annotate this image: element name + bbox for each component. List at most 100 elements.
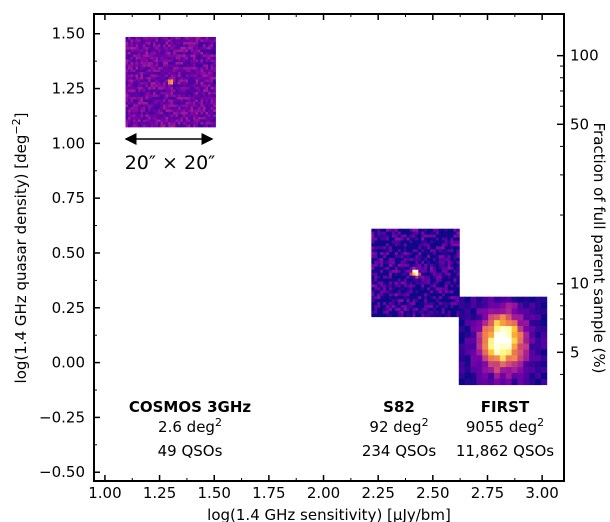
cutout-pixel [476, 372, 483, 380]
y-tick-label: −0.50 [39, 463, 85, 481]
cutout-pixel [213, 124, 216, 128]
cutout-pixel [421, 260, 425, 265]
cutout-pixel [138, 46, 141, 50]
cutout-pixel [397, 278, 402, 282]
cutout-pixel [200, 66, 204, 70]
cutout-pixel [165, 71, 169, 75]
cutout-pixel [447, 228, 451, 233]
cutout-pixel [168, 64, 171, 68]
cutout-pixel [403, 243, 407, 247]
cutout-pixel [180, 61, 184, 65]
cutout-pixel [418, 266, 422, 271]
cutout-pixel [435, 284, 440, 288]
y-tick-label: 1.50 [52, 25, 85, 43]
cutout-pixel [205, 124, 209, 128]
cutout-pixel [158, 74, 161, 78]
cutout-pixel [464, 331, 471, 339]
cutout-pixel [409, 258, 413, 262]
cutout-pixel [377, 307, 381, 312]
cutout-pixel [148, 79, 151, 83]
cutout-pixel [163, 101, 166, 105]
cutout-pixel [158, 96, 161, 100]
cutout-pixel [444, 293, 449, 297]
cutout-pixel [200, 41, 204, 45]
cutout-pixel [540, 349, 548, 356]
cutout-pixel [148, 56, 151, 60]
cutout-pixel [409, 240, 413, 244]
cutout-pixel [158, 124, 161, 128]
cutout-pixel [135, 86, 139, 90]
cutout-pixel [432, 307, 437, 312]
cutout-pixel [160, 79, 164, 83]
cutout-pixel [153, 81, 156, 85]
cutout-pixel [397, 240, 402, 244]
cutout-pixel [406, 249, 410, 253]
cutout-pixel [135, 99, 139, 103]
cutout-pixel [128, 69, 131, 73]
cutout-pixel [394, 304, 399, 309]
cutout-pixel [203, 109, 206, 113]
y-tick-label: 1.25 [52, 80, 85, 98]
cutout-pixel [125, 124, 129, 128]
cutout-pixel [430, 302, 434, 306]
cutout-pixel [168, 49, 171, 53]
cutout-pixel [499, 367, 507, 374]
y2-tick-label: 10 [570, 275, 589, 293]
cutout-pixel [432, 296, 437, 300]
cutout-pixel [397, 269, 402, 274]
cutout-pixel [145, 104, 149, 108]
cutout-pixel [170, 114, 174, 118]
y-tick-label: 0.75 [52, 189, 85, 207]
cutout-pixel [185, 101, 189, 105]
cutout-pixel [135, 94, 139, 98]
cutout-pixel [415, 290, 419, 294]
cutout-pixel [178, 69, 181, 73]
cutout-pixel [125, 106, 129, 110]
cutout-pixel [430, 290, 434, 294]
cutout-pixel [183, 46, 186, 50]
cutout-pixel [447, 302, 451, 306]
cutout-pixel [529, 331, 536, 339]
cutout-pixel [178, 56, 181, 60]
cutout-pixel [203, 39, 206, 43]
cutout-pixel [153, 79, 156, 83]
cutout-pixel [143, 69, 146, 73]
cutout-pixel [386, 246, 390, 250]
cutout-pixel [438, 237, 443, 241]
cutout-pixel [394, 246, 399, 250]
cutout-pixel [397, 231, 402, 235]
cutout-pixel [391, 246, 396, 250]
cutout-pixel [412, 310, 416, 315]
cutout-pixel [163, 96, 166, 100]
cutout-pixel [435, 252, 440, 256]
cutout-pixel [150, 94, 154, 98]
cutout-pixel [148, 111, 151, 115]
cutout-pixel [427, 249, 431, 253]
cutout-pixel [383, 275, 387, 279]
cutout-pixel [153, 46, 156, 50]
cutout-pixel [409, 313, 413, 318]
cutout-pixel [183, 91, 186, 95]
cutout-pixel [125, 56, 129, 60]
cutout-pixel [198, 44, 201, 48]
cutout-pixel [148, 119, 151, 123]
cutout-pixel [153, 104, 156, 108]
cutout-pixel [133, 41, 136, 45]
cutout-pixel [412, 240, 416, 244]
cutout-pixel [535, 343, 542, 350]
cutout-pixel [482, 337, 489, 345]
cutout-pixel [447, 278, 451, 282]
cutout-pixel [377, 290, 381, 294]
cutout-pixel [190, 66, 194, 70]
cutout-pixel [391, 310, 396, 315]
cutout-pixel [175, 66, 179, 70]
cutout-pixel [138, 51, 141, 55]
cutout-pixel [464, 296, 471, 303]
cutout-pixel [394, 284, 399, 288]
cutout-pixel [150, 61, 154, 65]
cutout-pixel [450, 240, 454, 244]
cutout-pixel [183, 54, 186, 58]
cutout-pixel [140, 56, 144, 60]
cutout-pixel [160, 74, 164, 78]
cutout-pixel [203, 91, 206, 95]
